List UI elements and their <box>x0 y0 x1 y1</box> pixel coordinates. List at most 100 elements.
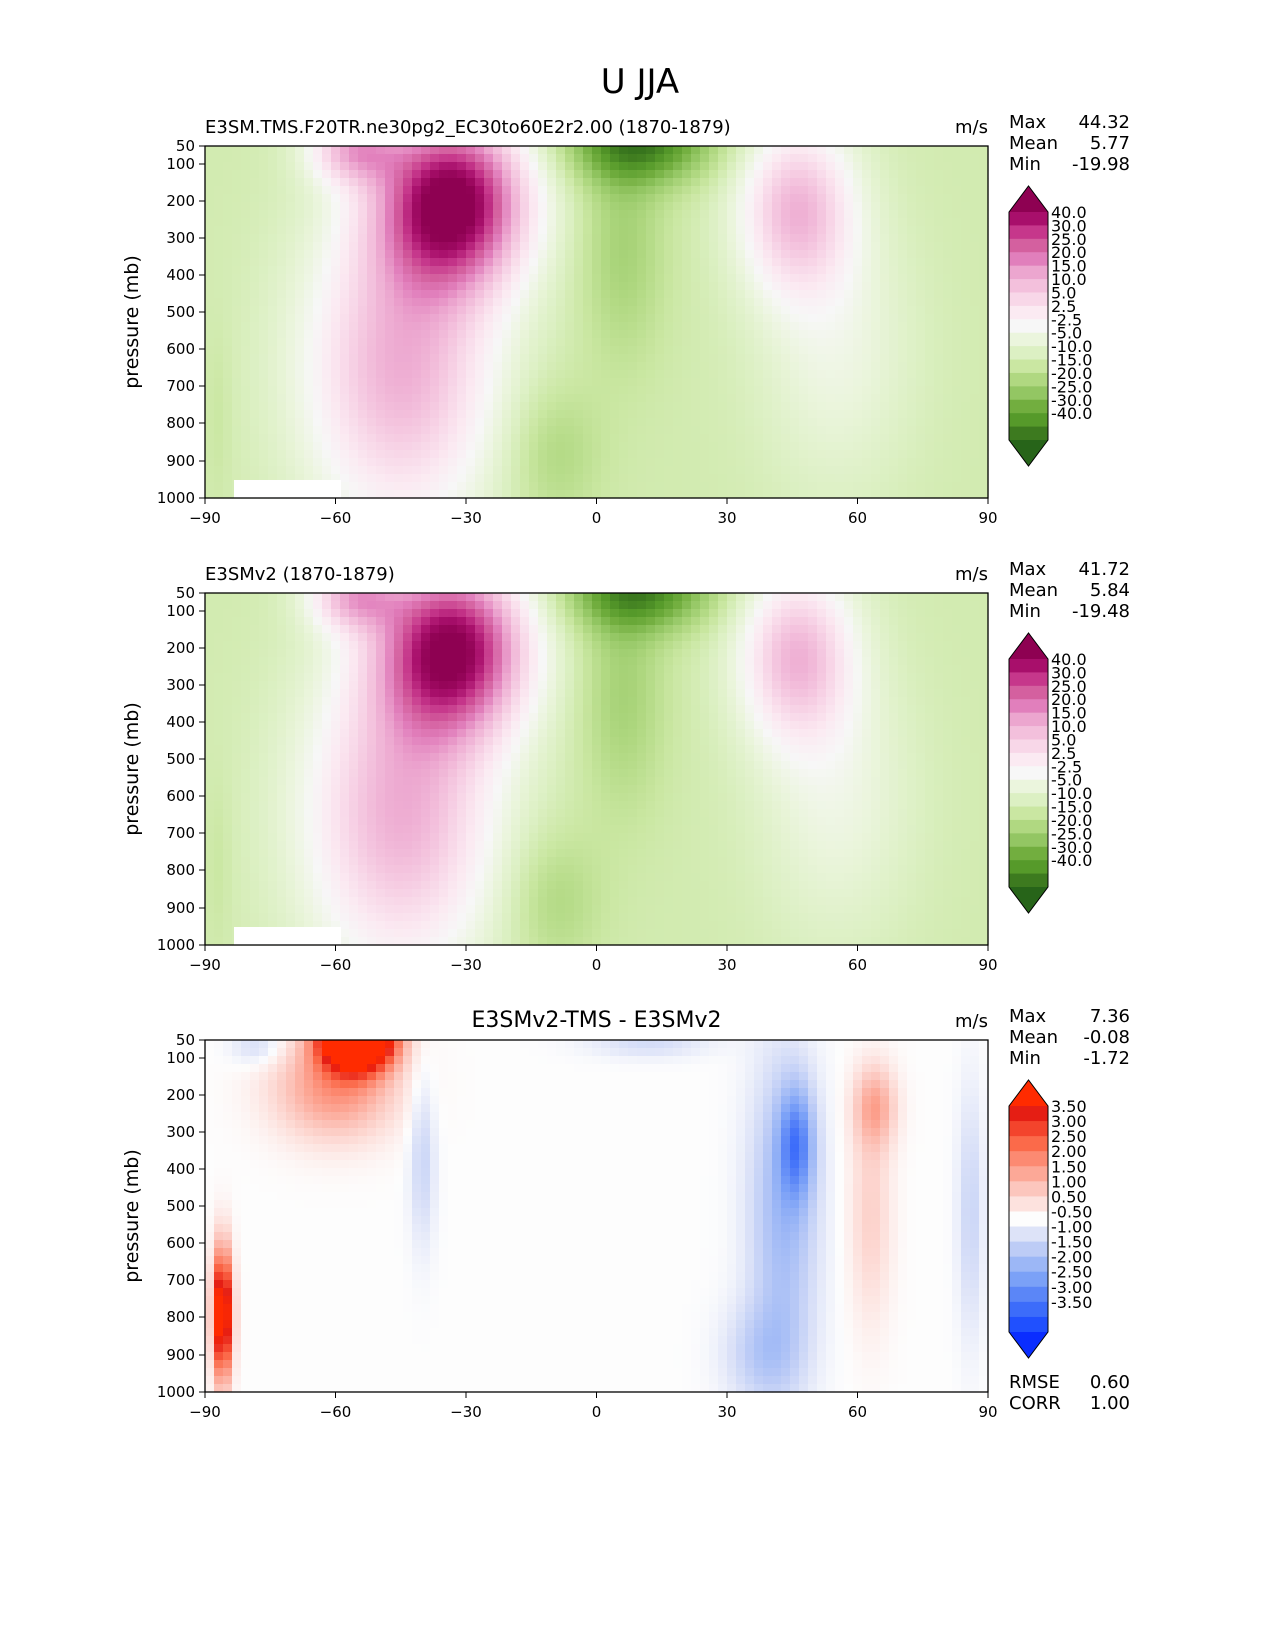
contour-cell <box>880 250 890 259</box>
contour-cell <box>349 210 359 219</box>
contour-cell <box>295 218 305 227</box>
contour-cell <box>520 186 530 195</box>
contour-cell <box>448 490 458 499</box>
contour-cell <box>871 601 881 610</box>
contour-cell <box>790 617 800 626</box>
contour-cell <box>799 482 809 491</box>
contour-cell <box>718 609 728 618</box>
contour-cell <box>691 282 701 291</box>
contour-cell <box>493 226 503 235</box>
contour-cell <box>430 474 440 483</box>
contour-cell <box>214 617 224 626</box>
contour-cell <box>907 194 917 203</box>
contour-cell <box>475 162 485 171</box>
contour-cell <box>286 362 296 371</box>
contour-cell <box>313 194 323 203</box>
contour-cell <box>439 386 449 395</box>
contour-cell <box>970 330 980 339</box>
contour-cell <box>583 442 593 451</box>
contour-cell <box>394 593 404 602</box>
contour-cell <box>241 402 251 411</box>
contour-cell <box>538 378 548 387</box>
contour-cell <box>889 410 899 419</box>
contour-cell <box>412 170 422 179</box>
contour-cell <box>394 210 404 219</box>
contour-cell <box>475 202 485 211</box>
contour-cell <box>259 290 269 299</box>
contour-cell <box>565 210 575 219</box>
contour-cell <box>889 258 899 267</box>
contour-cell <box>898 593 908 602</box>
contour-cell <box>790 450 800 459</box>
contour-cell <box>898 202 908 211</box>
contour-cell <box>502 250 512 259</box>
contour-cell <box>853 657 863 666</box>
contour-cell <box>268 458 278 467</box>
contour-cell <box>844 474 854 483</box>
contour-cell <box>691 450 701 459</box>
contour-cell <box>574 609 584 618</box>
contour-cell <box>538 625 548 634</box>
contour-cell <box>763 314 773 323</box>
contour-cell <box>817 170 827 179</box>
contour-cell <box>331 394 341 403</box>
contour-cell <box>700 210 710 219</box>
contour-cell <box>745 346 755 355</box>
contour-cell <box>286 306 296 315</box>
contour-cell <box>439 466 449 475</box>
contour-cell <box>547 466 557 475</box>
contour-cell <box>619 330 629 339</box>
contour-cell <box>889 314 899 323</box>
contour-cell <box>646 330 656 339</box>
contour-cell <box>709 194 719 203</box>
contour-cell <box>430 490 440 499</box>
contour-cell <box>772 362 782 371</box>
contour-cell <box>934 617 944 626</box>
contour-cell <box>655 394 665 403</box>
contour-cell <box>556 426 566 435</box>
contour-cell <box>655 418 665 427</box>
contour-cell <box>268 194 278 203</box>
contour-cell <box>790 466 800 475</box>
contour-cell <box>322 617 332 626</box>
contour-cell <box>322 194 332 203</box>
contour-cell <box>763 242 773 251</box>
contour-cell <box>925 346 935 355</box>
contour-cell <box>907 681 917 690</box>
contour-cell <box>871 338 881 347</box>
contour-cell <box>682 162 692 171</box>
contour-cell <box>799 170 809 179</box>
contour-cell <box>511 625 521 634</box>
contour-cell <box>457 178 467 187</box>
contour-cell <box>889 490 899 499</box>
contour-cell <box>565 450 575 459</box>
contour-cell <box>826 298 836 307</box>
contour-cell <box>898 242 908 251</box>
contour-cell <box>259 402 269 411</box>
contour-cell <box>466 274 476 283</box>
contour-cell <box>610 314 620 323</box>
contour-cell <box>565 665 575 674</box>
contour-cell <box>250 410 260 419</box>
contour-cell <box>754 681 764 690</box>
contour-cell <box>574 601 584 610</box>
contour-cell <box>232 154 242 163</box>
contour-cell <box>934 330 944 339</box>
contour-cell <box>817 665 827 674</box>
contour-cell <box>592 681 602 690</box>
contour-cell <box>772 450 782 459</box>
colorbar-bin <box>1009 399 1048 414</box>
contour-cell <box>610 226 620 235</box>
contour-cell <box>232 314 242 323</box>
contour-cell <box>646 250 656 259</box>
contour-cell <box>790 330 800 339</box>
contour-cell <box>268 346 278 355</box>
contour-cell <box>214 402 224 411</box>
contour-cell <box>241 673 251 682</box>
contour-cell <box>592 442 602 451</box>
contour-cell <box>772 162 782 171</box>
contour-cell <box>637 362 647 371</box>
contour-cell <box>745 410 755 419</box>
contour-cell <box>475 218 485 227</box>
colorbar-label: -2.5 <box>1051 310 1082 329</box>
